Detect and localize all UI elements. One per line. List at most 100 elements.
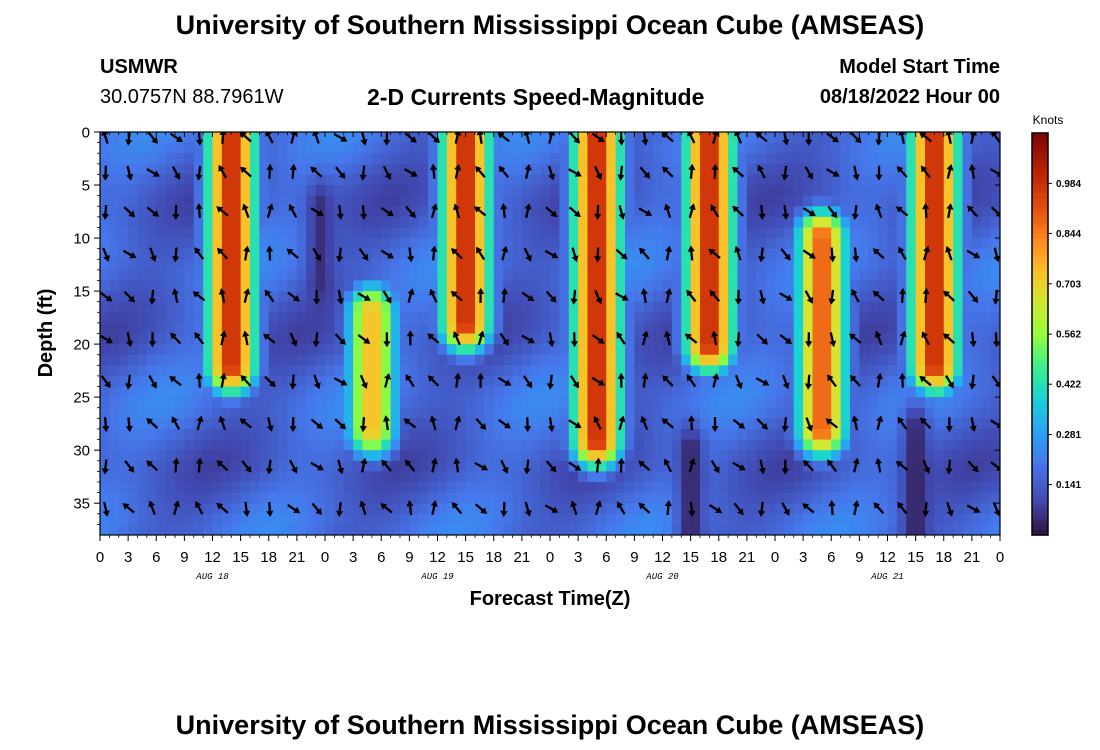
heat-cell	[146, 471, 157, 483]
current-arrow	[946, 203, 954, 219]
current-arrow	[922, 501, 930, 517]
heat-cell	[887, 471, 898, 483]
heat-cell	[756, 513, 767, 525]
heat-cell	[128, 354, 139, 366]
heat-cell	[925, 195, 935, 207]
heat-cell	[371, 280, 382, 292]
heat-cell	[746, 513, 757, 525]
heat-cell	[278, 471, 289, 483]
heat-cell	[400, 280, 410, 292]
heat-cell	[418, 450, 429, 462]
heat-cell	[934, 291, 945, 303]
heat-cell	[493, 195, 504, 207]
heat-cell	[484, 206, 495, 218]
heat-cell	[250, 227, 260, 239]
heat-cell	[231, 524, 242, 535]
heat-cell	[587, 291, 598, 303]
heat-cell	[343, 418, 354, 430]
heat-cell	[353, 397, 364, 409]
heat-cell	[193, 142, 204, 154]
current-arrow	[825, 418, 838, 429]
heat-cell	[775, 269, 785, 282]
heat-cell	[418, 344, 429, 356]
heat-cell	[953, 227, 964, 239]
heat-cell	[165, 439, 176, 451]
heat-cell	[550, 492, 560, 504]
current-arrow	[755, 377, 770, 386]
heat-cell	[681, 259, 692, 271]
heat-cell	[531, 524, 542, 535]
heat-cell	[306, 238, 317, 250]
heat-cell	[437, 418, 448, 430]
heat-cell	[493, 439, 504, 451]
heat-cell	[118, 439, 129, 451]
heat-cell	[334, 428, 345, 441]
heat-cell	[821, 132, 832, 144]
heat-cell	[840, 397, 851, 409]
heat-cell	[756, 481, 767, 494]
current-arrow	[711, 163, 719, 179]
heat-cell	[737, 322, 748, 335]
heat-cell	[653, 503, 664, 515]
heat-cell	[953, 365, 964, 377]
current-arrow	[266, 501, 274, 517]
current-arrow	[336, 247, 344, 263]
heat-cell	[484, 481, 495, 494]
heat-cell	[868, 163, 879, 176]
heat-cell	[137, 418, 148, 430]
heat-cell	[578, 503, 589, 515]
heat-cell	[268, 513, 279, 525]
heat-cell	[128, 280, 139, 292]
heat-cell	[728, 407, 739, 419]
heat-cell	[840, 216, 851, 229]
heat-cell	[259, 524, 270, 535]
heat-cell	[193, 524, 204, 535]
current-arrow	[547, 165, 556, 181]
heat-cell	[850, 174, 860, 186]
heat-cell	[306, 291, 317, 303]
heat-cell	[418, 397, 429, 409]
heat-cell	[803, 142, 814, 154]
heat-cell	[934, 407, 945, 419]
heat-cell	[700, 280, 710, 292]
heat-cell	[981, 322, 992, 335]
heat-cell	[353, 418, 364, 430]
current-arrow	[945, 459, 953, 475]
heat-cell	[934, 312, 945, 324]
heat-cell	[671, 195, 682, 207]
heat-cell	[400, 354, 410, 366]
heat-cell	[812, 386, 823, 398]
current-arrow	[336, 501, 344, 517]
heat-cell	[756, 142, 767, 154]
heat-cell	[728, 227, 739, 239]
heat-cell	[437, 386, 448, 398]
heat-cell	[325, 153, 335, 165]
heat-cell	[906, 428, 917, 441]
heat-cell	[390, 481, 401, 494]
heat-cell	[203, 216, 214, 229]
heat-cell	[278, 153, 289, 165]
heat-cell	[850, 259, 860, 271]
heat-cell	[521, 492, 532, 504]
heat-cell	[587, 132, 598, 144]
heat-cell	[765, 397, 776, 409]
heat-cell	[596, 248, 607, 260]
heat-cell	[343, 354, 354, 366]
current-arrow	[967, 205, 979, 218]
heat-cell	[700, 428, 710, 441]
heat-cell	[512, 344, 523, 356]
heat-cell	[184, 471, 195, 483]
heat-cell	[803, 365, 814, 377]
current-arrow	[286, 248, 299, 259]
heat-cell	[615, 216, 626, 229]
heat-cell	[156, 238, 167, 250]
heat-cell	[887, 386, 898, 398]
heat-cell	[915, 322, 926, 335]
heat-cell	[371, 344, 382, 356]
heat-cell	[540, 333, 551, 345]
heat-cell	[165, 216, 176, 229]
heat-cell	[831, 386, 842, 398]
colorbar-tick-label: 0.141	[1056, 480, 1081, 491]
heat-cell	[784, 301, 795, 313]
